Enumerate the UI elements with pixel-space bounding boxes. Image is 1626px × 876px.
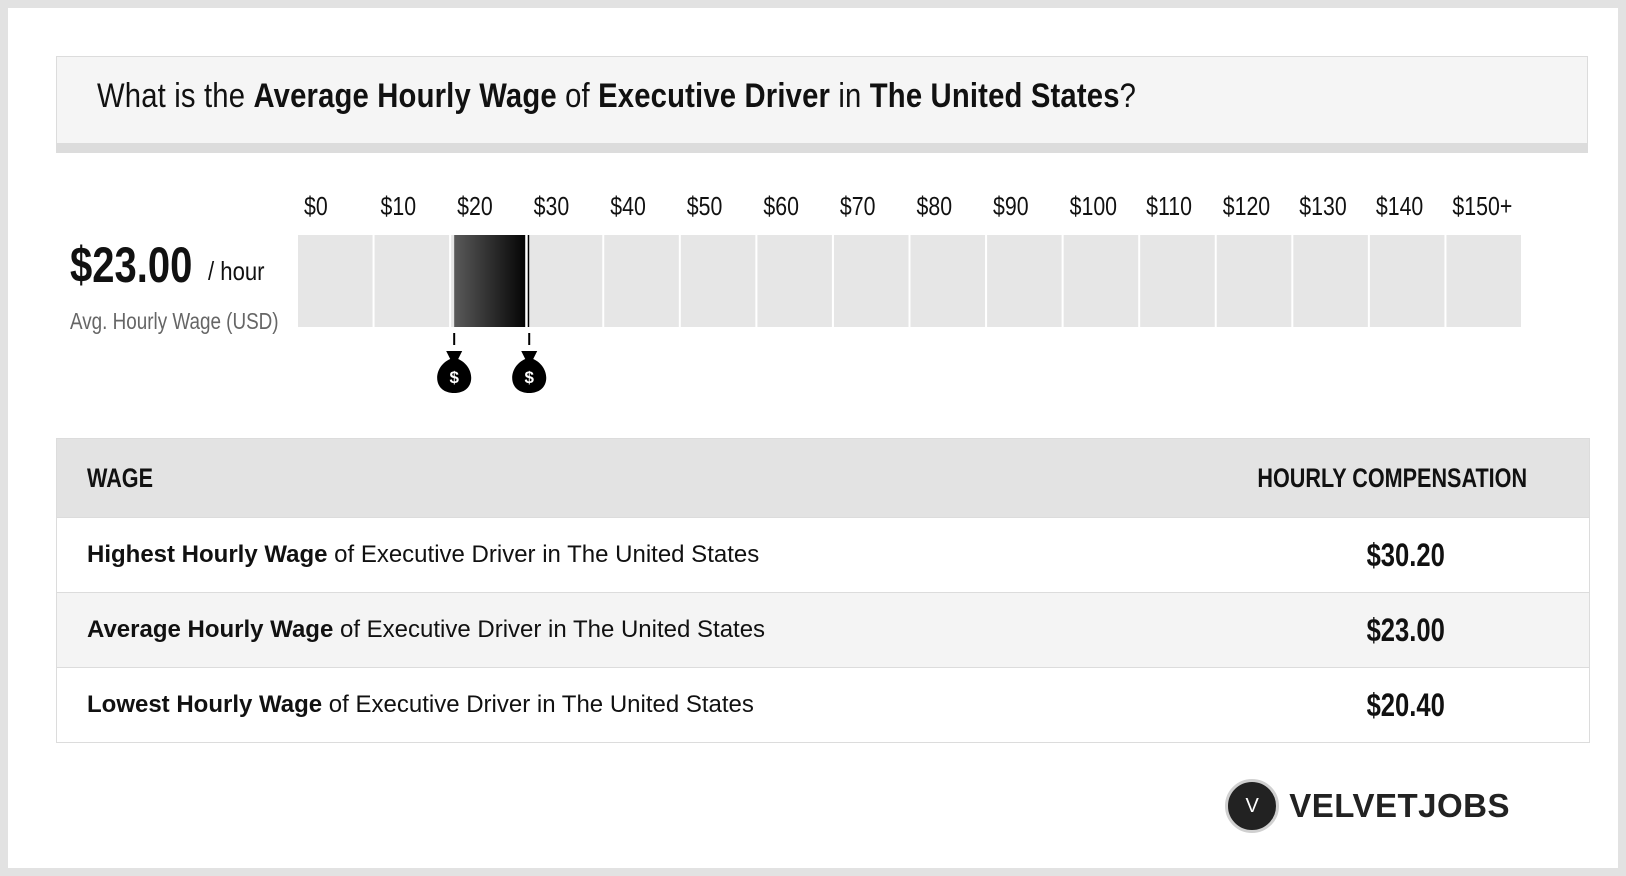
- row-label: Lowest Hourly Wage of Executive Driver i…: [87, 691, 754, 718]
- average-wage-label: Avg. Hourly Wage (USD): [70, 308, 279, 334]
- wage-range-chart: $0 $10 $20 $30 $40 $50 $60 $70 $80 $90 $100 $110 $12…: [298, 192, 1521, 393]
- table-row: Highest Hourly Wage of Executive Driver …: [57, 517, 1589, 592]
- money-bag-icon: [437, 351, 472, 393]
- chart-cell: [604, 235, 679, 327]
- average-wage-value: $23.00: [70, 237, 193, 293]
- chart-cell: [1369, 235, 1445, 327]
- x-tick-label: $100: [1070, 192, 1117, 222]
- x-tick-label: $20: [457, 192, 493, 222]
- x-tick-label: $90: [993, 192, 1029, 222]
- chart-cell: [1216, 235, 1292, 327]
- x-tick-label: $140: [1376, 192, 1423, 222]
- chart-cell: [680, 235, 756, 327]
- x-tick-label: $130: [1299, 192, 1346, 222]
- wage-range-bar: [454, 235, 530, 327]
- x-tick-label: $60: [763, 192, 799, 222]
- table-row: Average Hourly Wage of Executive Driver …: [57, 592, 1589, 667]
- chart-cell: [527, 235, 603, 327]
- table-header: WAGE HOURLY COMPENSATION: [57, 439, 1589, 517]
- row-label: Average Hourly Wage of Executive Driver …: [87, 616, 766, 643]
- range-end-line: [525, 235, 528, 327]
- x-tick-label: $30: [534, 192, 570, 222]
- chart-cell: [757, 235, 832, 327]
- wage-table: WAGE HOURLY COMPENSATION Highest Hourly …: [56, 438, 1590, 743]
- x-tick-label: $0: [304, 192, 328, 222]
- x-tick-label: $80: [917, 192, 953, 222]
- column-header-wage: WAGE: [87, 463, 154, 493]
- page-title: What is the Average Hourly Wage of Execu…: [97, 77, 1137, 115]
- logo-text: VELVETJOBS: [1289, 787, 1510, 824]
- x-tick-label: $10: [381, 192, 417, 222]
- chart-cell: [374, 235, 450, 327]
- x-tick-label: $70: [840, 192, 876, 222]
- question-header: What is the Average Hourly Wage of Execu…: [56, 56, 1588, 143]
- average-wage-unit: / hour: [208, 256, 265, 286]
- velvetjobs-logo-icon: V: [1225, 779, 1280, 833]
- velvetjobs-logo[interactable]: V VELVETJOBS: [1225, 778, 1510, 834]
- x-tick-label: $50: [687, 192, 723, 222]
- chart-cell: [298, 235, 373, 327]
- row-value: $23.00: [1366, 612, 1445, 648]
- x-tick-label: $120: [1223, 192, 1270, 222]
- row-label: Highest Hourly Wage of Executive Driver …: [87, 541, 760, 568]
- chart-cell: [1293, 235, 1368, 327]
- column-header-compensation: HOURLY COMPENSATION: [1257, 463, 1527, 493]
- chart-cell: [987, 235, 1062, 327]
- money-bag-label: $: [449, 368, 459, 387]
- chart-cell: [1446, 235, 1521, 327]
- wage-card: What is the Average Hourly Wage of Execu…: [8, 8, 1618, 868]
- money-bag-label: $: [524, 368, 534, 387]
- row-value: $20.40: [1366, 687, 1445, 723]
- chart-cell: [833, 235, 909, 327]
- x-tick-label: $110: [1146, 192, 1192, 222]
- money-bag-icon: [512, 351, 547, 393]
- chart-cell: [1140, 235, 1215, 327]
- x-tick-label: $150+: [1452, 192, 1512, 222]
- header-divider: [56, 143, 1588, 153]
- table-row: Lowest Hourly Wage of Executive Driver i…: [57, 667, 1589, 742]
- chart-cell: [910, 235, 986, 327]
- row-value: $30.20: [1366, 537, 1445, 573]
- x-tick-label: $40: [610, 192, 646, 222]
- chart-cell: [1063, 235, 1139, 327]
